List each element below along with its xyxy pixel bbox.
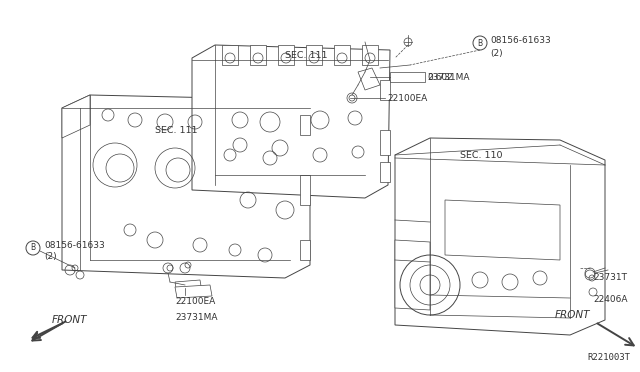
Polygon shape [395,138,605,335]
Polygon shape [300,175,310,205]
Text: 08156-61633: 08156-61633 [490,35,551,45]
Circle shape [166,158,190,182]
Text: SEC. 111: SEC. 111 [155,125,198,135]
Text: (2): (2) [44,251,56,260]
Polygon shape [306,45,322,65]
Polygon shape [192,45,390,198]
Polygon shape [445,200,560,260]
Polygon shape [395,240,430,310]
Polygon shape [380,130,390,155]
Polygon shape [334,45,350,65]
Polygon shape [300,115,310,135]
Polygon shape [222,45,238,65]
Polygon shape [390,72,425,82]
Text: 0.602: 0.602 [427,73,452,81]
Text: FRONT: FRONT [554,310,590,320]
Polygon shape [175,280,202,294]
Text: SEC. 110: SEC. 110 [460,151,502,160]
Text: 23731MA: 23731MA [427,73,470,81]
Text: 23731T: 23731T [593,273,627,282]
Text: B: B [477,38,483,48]
Polygon shape [62,95,90,138]
Text: (2): (2) [490,48,502,58]
Polygon shape [250,45,266,65]
Polygon shape [300,240,310,260]
Text: 22100EA: 22100EA [175,298,215,307]
Polygon shape [380,80,390,100]
Text: 22100EA: 22100EA [387,93,428,103]
Polygon shape [380,162,390,182]
Text: FRONT: FRONT [52,315,88,325]
Polygon shape [362,45,378,65]
Text: R221003T: R221003T [587,353,630,362]
Polygon shape [62,95,310,278]
Text: 23731MA: 23731MA [175,314,218,323]
Text: SEC. 111: SEC. 111 [285,51,328,60]
Text: 22406A: 22406A [593,295,627,305]
Polygon shape [175,285,212,298]
Circle shape [106,154,134,182]
Polygon shape [358,68,380,90]
Text: 08156-61633: 08156-61633 [44,241,105,250]
Polygon shape [278,45,294,65]
Text: B: B [31,244,36,253]
